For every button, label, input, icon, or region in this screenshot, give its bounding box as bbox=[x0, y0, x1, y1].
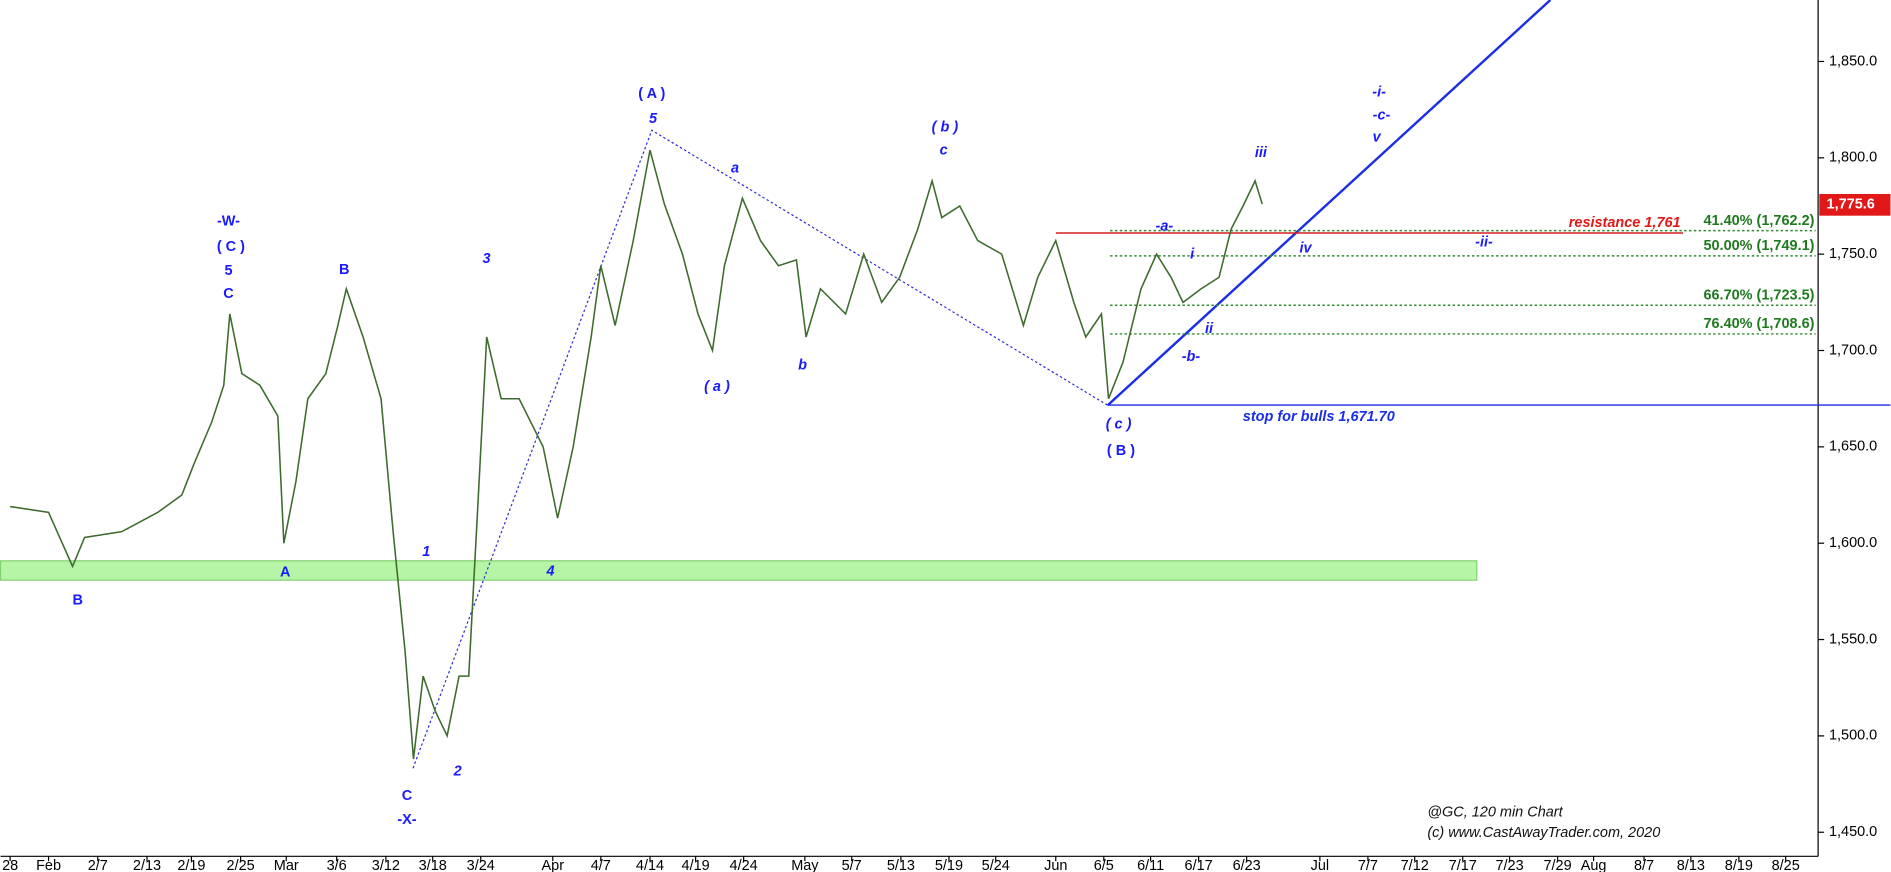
wave-label: -b- bbox=[1182, 349, 1201, 365]
level-label: stop for bulls 1,671.70 bbox=[1243, 409, 1395, 425]
level-label: 76.40% (1,708.6) bbox=[1703, 316, 1814, 332]
x-tick-label: 3/24 bbox=[467, 858, 495, 872]
wave-label: iii bbox=[1255, 145, 1268, 161]
y-tick-label: 1,600.0 bbox=[1829, 535, 1877, 551]
wave-label: a bbox=[731, 161, 739, 177]
wave-label: i bbox=[1190, 246, 1195, 262]
y-tick-label: 1,550.0 bbox=[1829, 631, 1877, 647]
x-tick-label: 3/6 bbox=[327, 858, 347, 872]
x-tick-label: 6/5 bbox=[1094, 858, 1114, 872]
level-label: resistance 1,761 bbox=[1569, 215, 1681, 231]
wave-label: 2 bbox=[453, 764, 462, 780]
wave-label: 1 bbox=[422, 544, 430, 560]
price-line bbox=[10, 149, 1263, 760]
x-tick-label: 8/25 bbox=[1772, 858, 1800, 872]
wave-label: ( B ) bbox=[1107, 443, 1135, 459]
wave-connector bbox=[412, 129, 1109, 769]
y-tick-label: 1,750.0 bbox=[1829, 246, 1877, 262]
x-tick-label: Jul bbox=[1311, 858, 1330, 872]
last-price-tag bbox=[1819, 193, 1891, 216]
x-tick-label: Apr bbox=[542, 858, 565, 872]
wave-label: B bbox=[339, 262, 349, 278]
y-tick-label: 1,850.0 bbox=[1829, 53, 1877, 69]
x-tick-label: 28 bbox=[2, 858, 18, 872]
y-tick-label: 1,450.0 bbox=[1829, 824, 1877, 840]
x-tick-label: 2/7 bbox=[88, 858, 108, 872]
wave-label: ( c ) bbox=[1106, 416, 1132, 432]
level-label: 41.40% (1,762.2) bbox=[1703, 213, 1814, 229]
trend-line bbox=[1106, 0, 1552, 407]
x-tick-label: 8/13 bbox=[1677, 858, 1705, 872]
wave-label: iv bbox=[1299, 240, 1312, 256]
x-tick-label: 7/29 bbox=[1543, 858, 1571, 872]
x-tick-label: 2/19 bbox=[177, 858, 205, 872]
level-label: 50.00% (1,749.1) bbox=[1703, 238, 1814, 254]
x-tick-label: 2/25 bbox=[227, 858, 255, 872]
x-tick-label: 4/19 bbox=[682, 858, 710, 872]
x-tick-label: Jun bbox=[1044, 858, 1067, 872]
wave-label: 5 bbox=[649, 111, 658, 127]
last-price-label: 1,775.6 bbox=[1827, 197, 1875, 213]
wave-label: -ii- bbox=[1475, 234, 1493, 250]
x-tick-label: Aug bbox=[1581, 858, 1607, 872]
x-tick-label: 2/13 bbox=[133, 858, 161, 872]
wave-label: b bbox=[798, 357, 807, 373]
x-tick-label: May bbox=[791, 858, 819, 872]
footer-text: (c) www.CastAwayTrader.com, 2020 bbox=[1427, 825, 1660, 841]
wave-label: c bbox=[940, 143, 948, 159]
wave-label: -X- bbox=[397, 812, 416, 828]
x-tick-label: 5/24 bbox=[982, 858, 1010, 872]
x-tick-label: 8/7 bbox=[1634, 858, 1654, 872]
x-tick-label: 4/7 bbox=[591, 858, 611, 872]
x-tick-label: Mar bbox=[274, 858, 299, 872]
wave-label: 5 bbox=[224, 263, 232, 279]
x-tick-label: 6/23 bbox=[1233, 858, 1261, 872]
wave-label: B bbox=[72, 592, 82, 608]
x-tick-label: 6/11 bbox=[1137, 858, 1164, 872]
wave-label: 3 bbox=[483, 251, 491, 267]
x-tick-label: 6/17 bbox=[1185, 858, 1213, 872]
wave-label: C bbox=[223, 286, 234, 302]
wave-label: C bbox=[402, 788, 413, 804]
x-tick-label: 5/19 bbox=[935, 858, 963, 872]
support-zone bbox=[0, 560, 1478, 581]
x-tick-label: 5/13 bbox=[887, 858, 915, 872]
x-tick-label: 4/24 bbox=[730, 858, 758, 872]
footer-text: @GC, 120 min Chart bbox=[1427, 805, 1563, 821]
x-tick-label: 7/23 bbox=[1495, 858, 1523, 872]
x-tick-label: 3/18 bbox=[419, 858, 447, 872]
y-tick-label: 1,800.0 bbox=[1829, 150, 1877, 166]
wave-label: ( b ) bbox=[932, 120, 959, 136]
wave-label: ii bbox=[1205, 321, 1214, 337]
x-tick-label: Feb bbox=[36, 858, 61, 872]
wave-label: A bbox=[280, 565, 291, 581]
wave-label: -c- bbox=[1373, 108, 1391, 124]
x-tick-label: 4/14 bbox=[636, 858, 664, 872]
x-tick-label: 7/12 bbox=[1401, 858, 1429, 872]
wave-label: v bbox=[1373, 129, 1382, 145]
x-tick-label: 8/19 bbox=[1725, 858, 1753, 872]
y-tick-label: 1,700.0 bbox=[1829, 342, 1877, 358]
wave-label: ( a ) bbox=[704, 379, 730, 395]
x-tick-label: 7/7 bbox=[1358, 858, 1378, 872]
y-tick-label: 1,650.0 bbox=[1829, 439, 1877, 455]
wave-label: -a- bbox=[1156, 219, 1174, 235]
wave-label: -W- bbox=[217, 214, 240, 230]
level-label: 66.70% (1,723.5) bbox=[1703, 287, 1814, 303]
x-tick-label: 5/7 bbox=[842, 858, 862, 872]
wave-label: 4 bbox=[545, 564, 554, 580]
wave-label: ( C ) bbox=[217, 239, 245, 255]
wave-label: ( A ) bbox=[638, 86, 665, 102]
y-tick-label: 1,500.0 bbox=[1829, 728, 1877, 744]
x-tick-label: 3/12 bbox=[372, 858, 400, 872]
wave-label: -i- bbox=[1372, 85, 1386, 101]
x-tick-label: 7/17 bbox=[1449, 858, 1477, 872]
